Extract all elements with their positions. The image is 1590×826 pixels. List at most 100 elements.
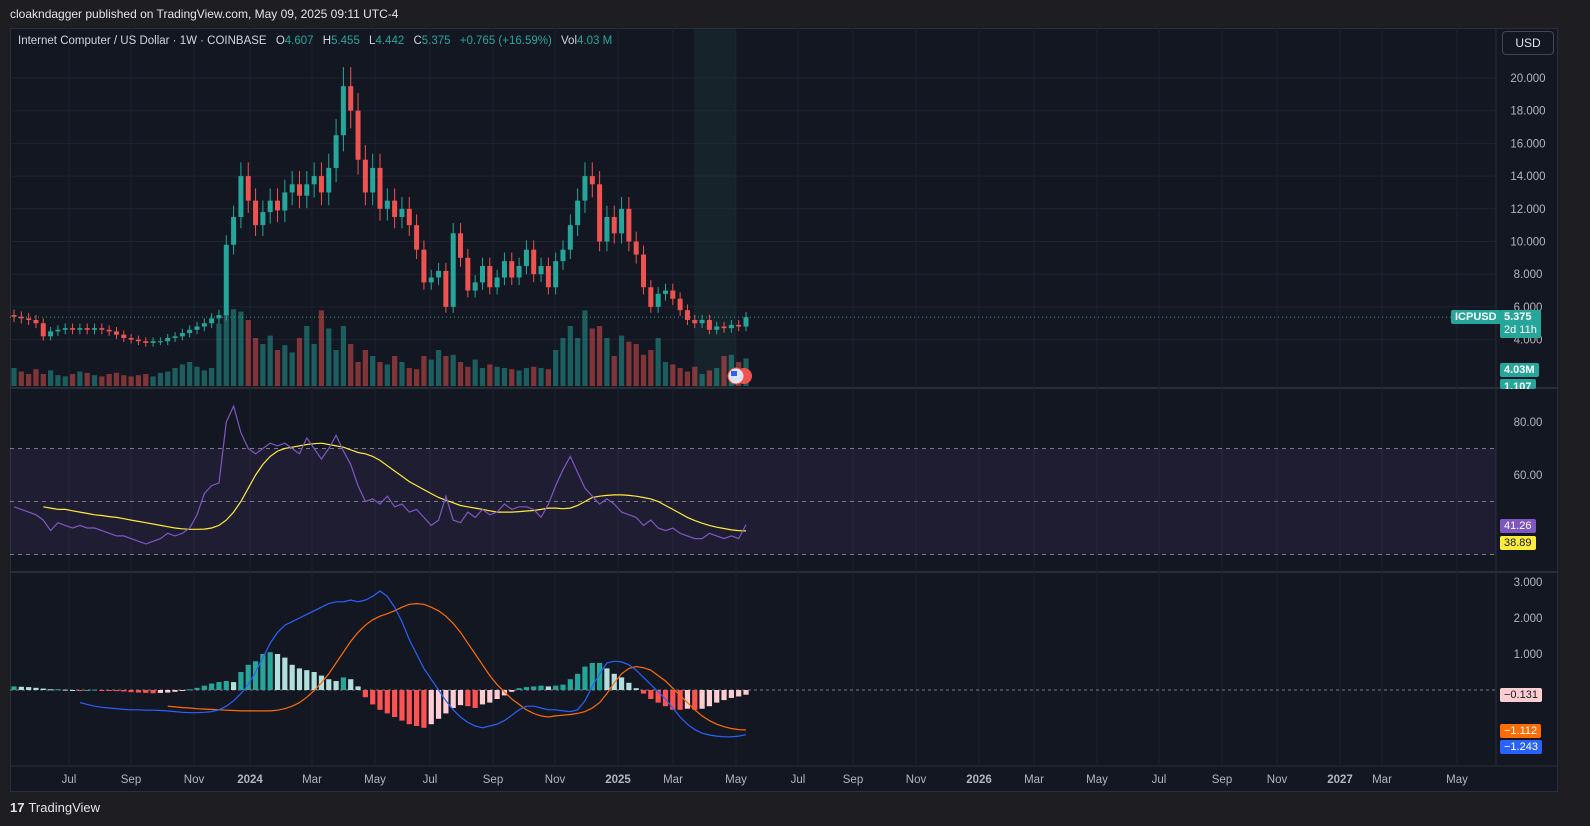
- candle-body: [55, 329, 61, 332]
- time-tick-label: May: [364, 774, 386, 786]
- volume-tag: 4.03M: [1500, 363, 1539, 377]
- time-tick-label: May: [725, 774, 747, 786]
- macd-histogram-bar: [260, 654, 266, 690]
- chart-canvas[interactable]: 20.000 18.000 16.000 14.000 12.000 10.000 8.00…: [10, 28, 1558, 792]
- candle-body: [421, 249, 427, 283]
- macd-value-tag: −1.243: [1500, 740, 1542, 754]
- volume-bar: [165, 371, 171, 386]
- candle-body: [472, 282, 478, 291]
- event-flag-icon: [727, 367, 752, 385]
- candle-body: [33, 319, 39, 324]
- candle-body: [458, 233, 464, 258]
- volume-bar: [567, 326, 573, 386]
- volume-bar: [604, 338, 610, 386]
- volume-bar: [267, 335, 273, 386]
- macd-histogram-bar: [289, 664, 295, 690]
- symbol-legend: Internet Computer / US Dollar · 1W · COI…: [18, 35, 612, 47]
- macd-histogram-bar: [567, 679, 573, 690]
- candle-body: [633, 241, 639, 255]
- macd-histogram-bar: [384, 690, 390, 714]
- macd-histogram-bar: [523, 687, 529, 690]
- volume-bar: [143, 374, 149, 386]
- volume-bar: [626, 341, 632, 386]
- volume-bar: [633, 344, 639, 386]
- volume-bar: [260, 344, 266, 386]
- time-tick-label: Nov: [545, 774, 566, 786]
- volume-bar: [384, 364, 390, 386]
- candle-body: [187, 329, 193, 334]
- volume-bar: [11, 368, 17, 386]
- rsi-tick-label: 60.00: [1514, 470, 1543, 482]
- candle-body: [662, 290, 668, 294]
- candle-body: [479, 266, 485, 283]
- macd-histogram-bar: [509, 690, 515, 692]
- time-tick-label: 2024: [237, 774, 263, 786]
- macd-histogram-bar: [406, 690, 412, 725]
- volume-bar: [274, 350, 281, 386]
- macd-histogram-bar: [494, 690, 500, 699]
- candle-body: [304, 184, 310, 196]
- macd-histogram-bar: [121, 690, 127, 692]
- candle-body: [699, 319, 705, 324]
- volume-bar: [516, 370, 522, 386]
- volume-bar: [26, 374, 32, 386]
- footer-brand[interactable]: 17 TradingView: [10, 800, 100, 815]
- volume-bar: [399, 362, 405, 386]
- volume-bar: [282, 345, 288, 386]
- publish-header: cloakndagger published on TradingView.co…: [0, 0, 1590, 28]
- volume-bar: [77, 371, 83, 386]
- volume-bar: [553, 350, 559, 386]
- currency-button[interactable]: USD: [1502, 31, 1554, 55]
- legend-high-label: H: [322, 35, 332, 47]
- candle-body: [172, 336, 178, 338]
- volume-bar: [472, 359, 478, 386]
- legend-symbol[interactable]: Internet Computer / US Dollar · 1W · COI…: [18, 35, 267, 47]
- macd-histogram-bar: [728, 690, 734, 698]
- macd-histogram-bar: [106, 690, 112, 691]
- candle-body: [399, 208, 405, 217]
- candle-body: [545, 266, 551, 288]
- macd-histogram-bar: [40, 688, 46, 690]
- volume-bar: [465, 366, 471, 386]
- candle-body: [509, 261, 515, 278]
- candle-body: [677, 298, 683, 311]
- volume-bar: [414, 369, 420, 386]
- volume-bar: [348, 344, 354, 386]
- volume-bar: [318, 310, 325, 386]
- volume-bar: [648, 350, 654, 386]
- volume-bar: [55, 375, 61, 386]
- legend-close: 5.375: [421, 35, 451, 47]
- macd-histogram-bar: [626, 682, 632, 690]
- volume-bar: [692, 366, 698, 386]
- macd-histogram-bar: [209, 683, 215, 690]
- candle-body: [619, 208, 625, 234]
- macd-histogram-bar: [62, 689, 68, 691]
- volume-bar: [443, 356, 449, 386]
- candle-body: [465, 257, 471, 291]
- volume-bar: [560, 338, 566, 386]
- macd-line: [79, 590, 747, 738]
- volume-bar: [457, 362, 464, 386]
- volume-bar: [252, 338, 259, 386]
- macd-histogram-bar: [91, 689, 98, 691]
- time-tick-label: Mar: [1372, 774, 1392, 786]
- candle-body: [392, 200, 398, 217]
- macd-histogram-bar: [655, 690, 661, 703]
- candle-body: [282, 192, 288, 211]
- volume-bar: [135, 375, 142, 386]
- volume-bar: [333, 350, 339, 386]
- macd-histogram-bar: [18, 686, 24, 690]
- macd-histogram-bar: [531, 686, 537, 690]
- time-tick-label: Nov: [906, 774, 927, 786]
- volume-bar: [494, 366, 500, 386]
- macd-histogram-bar: [135, 690, 142, 693]
- macd-histogram-bar: [428, 690, 434, 725]
- macd-histogram-bar: [553, 685, 559, 690]
- candle-body: [70, 328, 76, 330]
- macd-histogram-bar: [274, 654, 281, 690]
- time-tick-label: Sep: [1212, 774, 1232, 786]
- rsi-ma-value-tag: 38.89: [1500, 536, 1536, 550]
- volume-bar: [289, 352, 295, 386]
- macd-histogram-bar: [326, 679, 332, 690]
- macd-histogram-bar: [560, 684, 566, 690]
